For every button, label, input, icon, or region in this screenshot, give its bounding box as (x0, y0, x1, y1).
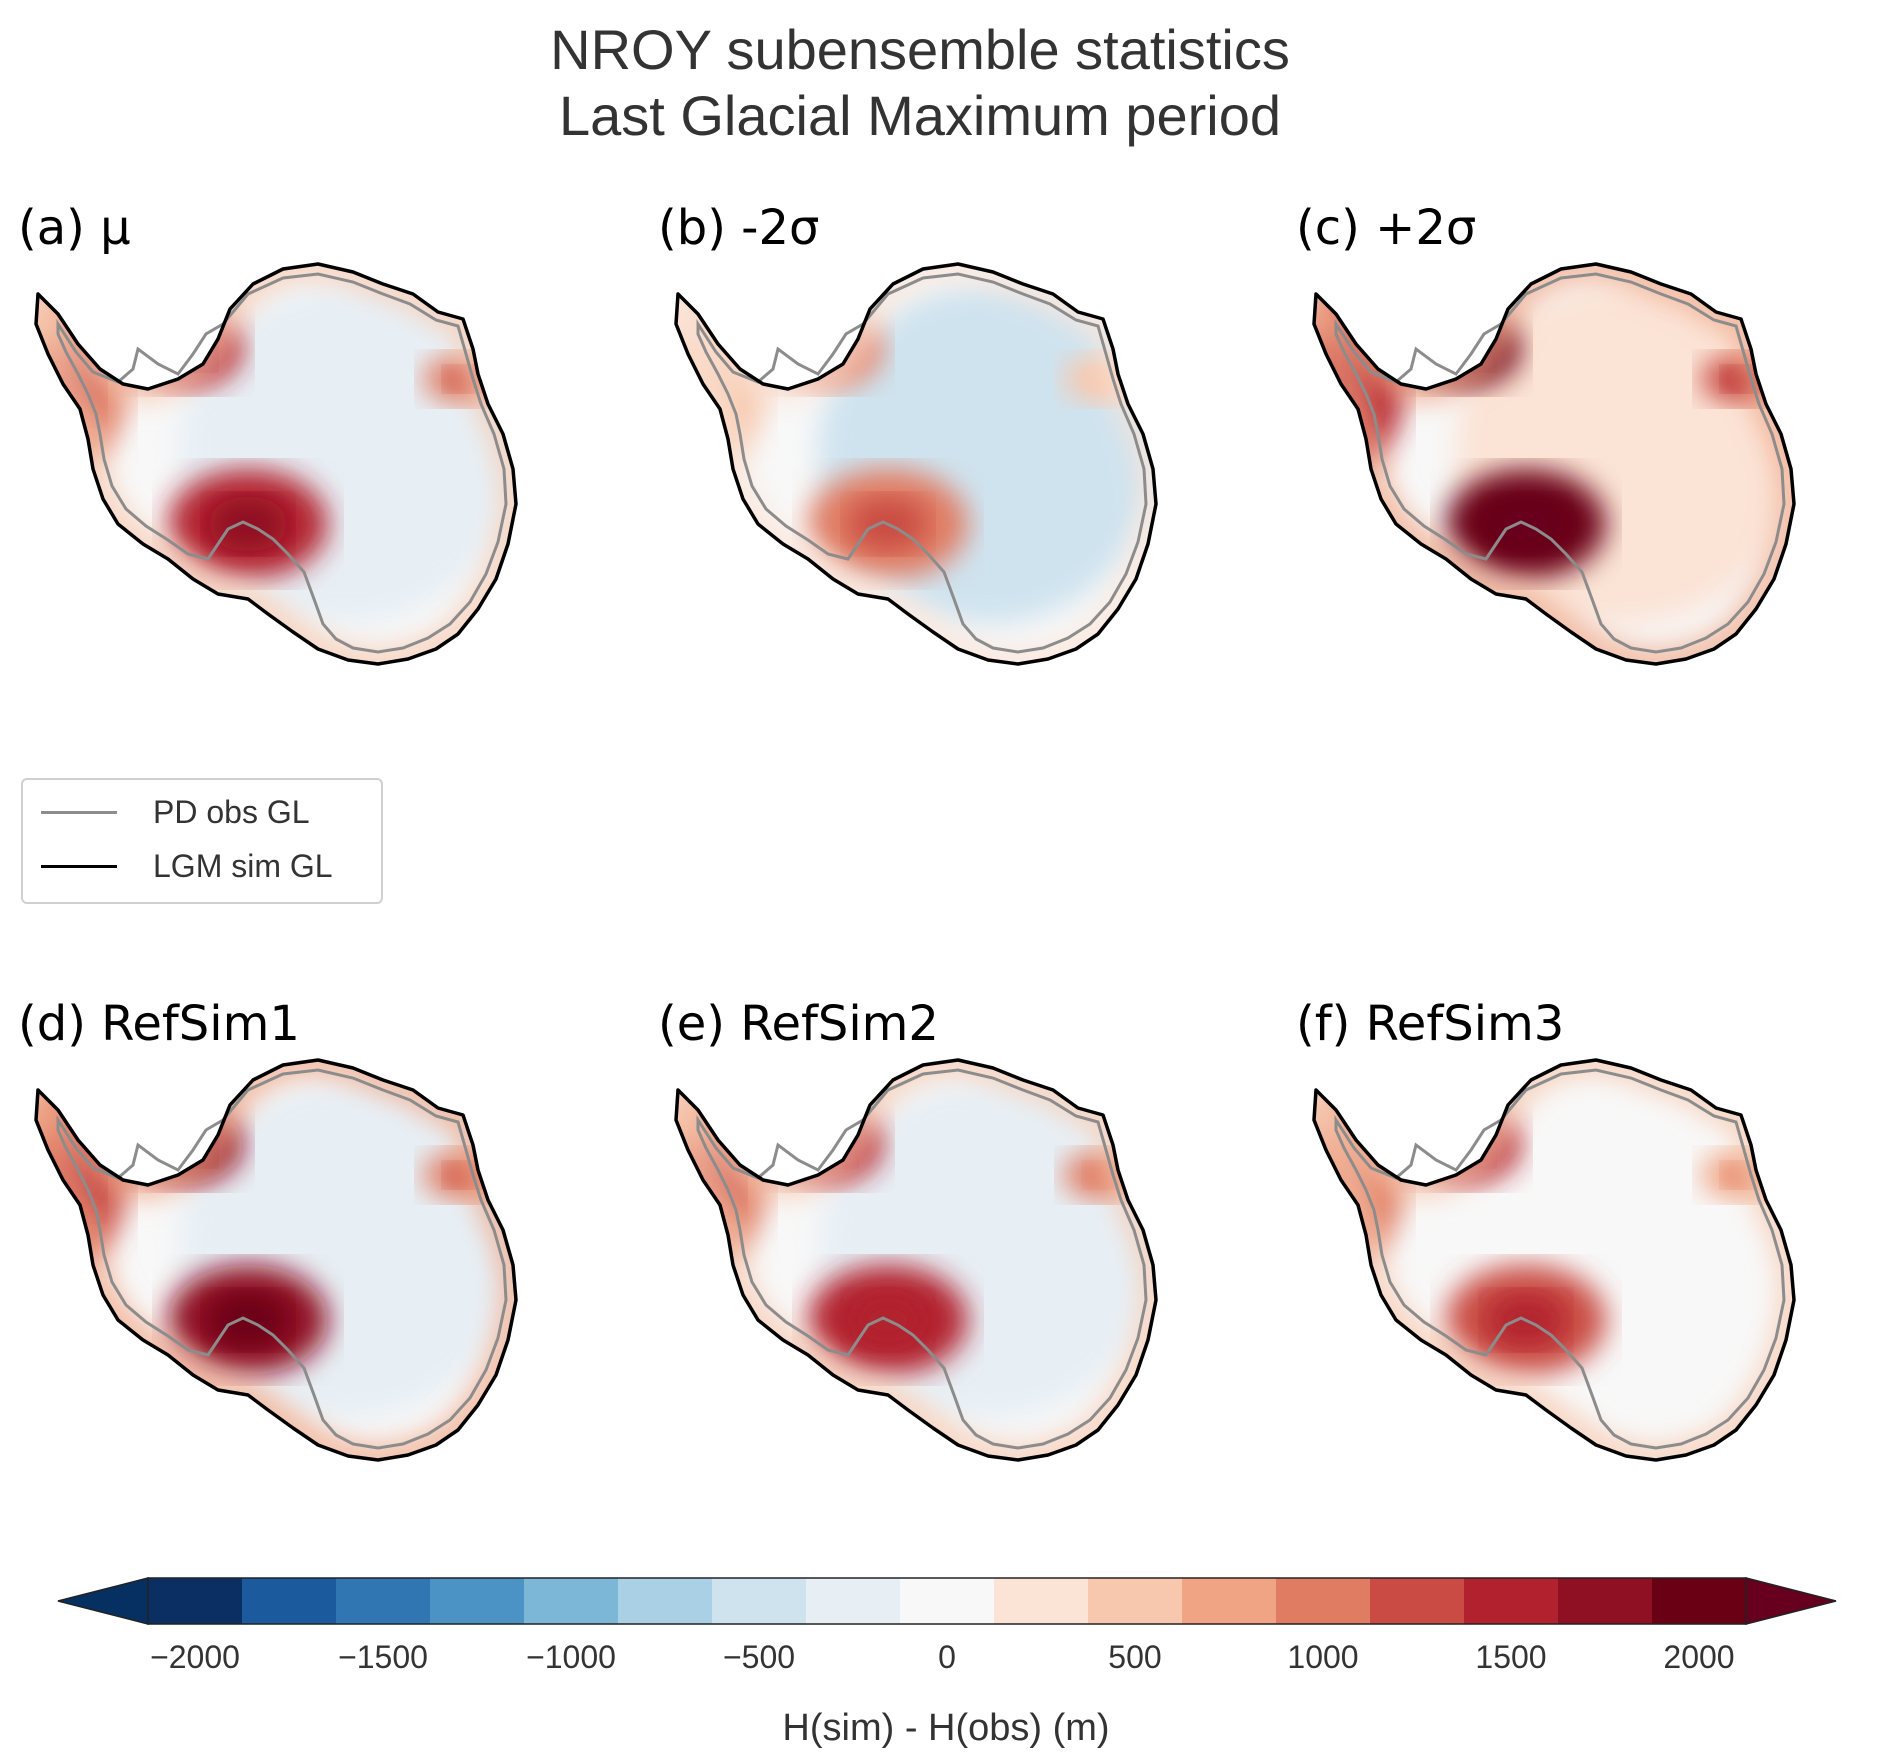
colorbar-bin (1652, 1578, 1747, 1624)
colorbar-tick-label: 1500 (1475, 1639, 1546, 1675)
legend-label-lgm-sim-gl: LGM sim GL (153, 847, 333, 884)
colorbar-extend-under (57, 1577, 149, 1625)
panel-a-label: (a) μ (18, 200, 131, 256)
panel-a: (a) μ (18, 204, 628, 764)
colorbar-bin (242, 1578, 337, 1624)
lgm-sim-grounding-line (34, 1058, 518, 1462)
pd-obs-grounding-line (696, 1068, 1148, 1450)
colorbar-bin (1558, 1578, 1653, 1624)
colorbar-bin (524, 1578, 619, 1624)
panel-c-label: (c) +2σ (1296, 200, 1477, 256)
pd-obs-grounding-line (1334, 272, 1786, 654)
lgm-sim-grounding-line (34, 262, 518, 666)
colorbar-bin (900, 1578, 995, 1624)
panel-f-label: (f) RefSim3 (1296, 996, 1565, 1052)
colorbar-extend-over (1745, 1577, 1837, 1625)
pd-obs-grounding-line (56, 272, 508, 654)
colorbar-bin (712, 1578, 807, 1624)
panel-f-map (1312, 1058, 1796, 1462)
colorbar-tick-label: 1000 (1287, 1639, 1358, 1675)
colorbar-tick-label: −1000 (526, 1639, 616, 1675)
lgm-sim-grounding-line (1312, 1058, 1796, 1462)
colorbar-tick-label: −500 (723, 1639, 795, 1675)
colorbar-tick-label: −1500 (338, 1639, 428, 1675)
panel-d-map (34, 1058, 518, 1462)
panel-a-map (34, 262, 518, 666)
colorbar-bin (994, 1578, 1089, 1624)
pd-obs-grounding-line (56, 1068, 508, 1450)
panel-d-label: (d) RefSim1 (18, 996, 300, 1052)
panel-b-map (674, 262, 1158, 666)
colorbar-tick-label: 500 (1108, 1639, 1161, 1675)
colorbar-bin (1370, 1578, 1465, 1624)
panel-b: (b) -2σ (658, 204, 1268, 764)
colorbar-bin (1464, 1578, 1559, 1624)
panel-e: (e) RefSim2 (658, 1000, 1268, 1560)
pd-obs-grounding-line (1334, 1068, 1786, 1450)
colorbar-frame (147, 1577, 1747, 1625)
colorbar-tick-label: −2000 (150, 1639, 240, 1675)
legend-line-lgm-sim-gl (41, 864, 117, 868)
colorbar-label: H(sim) - H(obs) (m) (782, 1707, 1109, 1748)
panel-c: (c) +2σ (1296, 204, 1892, 764)
colorbar-tick-label: 0 (938, 1639, 956, 1675)
panel-f: (f) RefSim3 (1296, 1000, 1892, 1560)
legend-label-pd-obs-gl: PD obs GL (153, 793, 310, 830)
lgm-sim-grounding-line (1312, 262, 1796, 666)
panel-e-label: (e) RefSim2 (658, 996, 939, 1052)
lgm-sim-grounding-line (674, 262, 1158, 666)
legend: PD obs GL LGM sim GL (21, 778, 383, 904)
colorbar-bin (336, 1578, 431, 1624)
figure-title-line1: NROY subensemble statistics (550, 18, 1290, 81)
anomaly-field (36, 1060, 516, 1460)
colorbar-bin (1088, 1578, 1183, 1624)
colorbar-bin (1276, 1578, 1371, 1624)
colorbar-bin (430, 1578, 525, 1624)
figure-title-line2: Last Glacial Maximum period (558, 84, 1282, 147)
legend-item-pd-obs-gl: PD obs GL (41, 792, 310, 832)
colorbar-svg: −2000 −1500 −1000 −500 0 500 1000 1500 2000 H(si… (57, 1577, 1837, 1749)
legend-item-lgm-sim-gl: LGM sim GL (41, 846, 333, 886)
pd-obs-grounding-line (696, 272, 1148, 654)
panel-d: (d) RefSim1 (18, 1000, 628, 1560)
legend-line-pd-obs-gl (41, 810, 117, 814)
colorbar-bin (618, 1578, 713, 1624)
colorbar-bin (1182, 1578, 1277, 1624)
colorbar-bin (148, 1578, 243, 1624)
colorbar-tick-label: 2000 (1663, 1639, 1734, 1675)
panel-b-label: (b) -2σ (658, 200, 820, 256)
colorbar-bin (806, 1578, 901, 1624)
panel-c-map (1312, 262, 1796, 666)
lgm-sim-grounding-line (674, 1058, 1158, 1462)
panel-e-map (674, 1058, 1158, 1462)
colorbar: −2000 −1500 −1000 −500 0 500 1000 1500 2000 H(si… (0, 1568, 1892, 1749)
